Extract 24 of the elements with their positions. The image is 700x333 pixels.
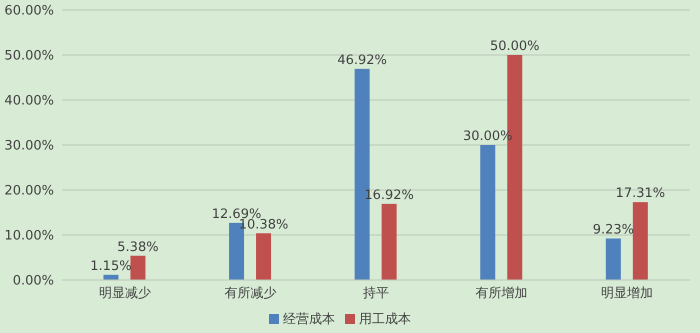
bar bbox=[130, 256, 146, 280]
x-tick-label: 有所增加 bbox=[476, 286, 528, 302]
x-tick-label: 有所减少 bbox=[224, 286, 276, 302]
bar bbox=[606, 238, 621, 280]
x-tick-label: 明显增加 bbox=[601, 286, 654, 302]
data-label: 5.38% bbox=[117, 240, 159, 255]
data-label: 50.00% bbox=[490, 39, 540, 54]
bar bbox=[382, 204, 397, 280]
data-label: 17.31% bbox=[616, 186, 666, 202]
data-label: 46.92% bbox=[337, 52, 387, 68]
x-tick-label: 持平 bbox=[363, 286, 389, 302]
bar bbox=[480, 145, 496, 280]
bar bbox=[256, 233, 272, 280]
x-tick-label: 明显减少 bbox=[98, 286, 151, 302]
y-tick-label: 0.00% bbox=[12, 274, 54, 289]
y-tick-label: 10.00% bbox=[4, 228, 54, 244]
y-tick-label: 30.00% bbox=[4, 138, 54, 154]
y-tick-label: 50.00% bbox=[4, 48, 54, 64]
legend-label: 用工成本 bbox=[359, 312, 411, 327]
y-tick-label: 40.00% bbox=[4, 94, 54, 109]
bar bbox=[632, 202, 648, 280]
y-tick-label: 60.00% bbox=[4, 4, 54, 19]
legend-label: 经营成本 bbox=[283, 312, 335, 327]
y-tick-label: 20.00% bbox=[4, 184, 54, 199]
